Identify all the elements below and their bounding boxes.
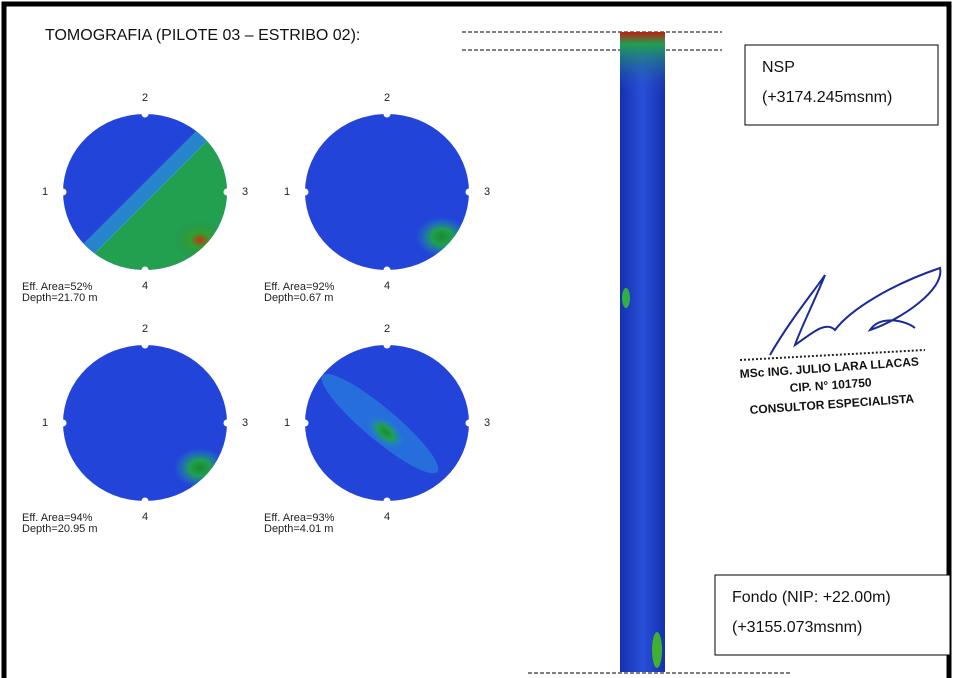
sensor-label: 4: [384, 280, 390, 292]
tomogram: 1 2 3 4 Eff. Area=94%Depth=20.95 m: [22, 323, 248, 535]
sensor-point: [59, 419, 67, 427]
sensor-label: 3: [242, 186, 248, 198]
signature-name: MSc ING. JULIO LARA LLACAS: [739, 355, 919, 381]
sensor-point: [223, 419, 231, 427]
eff-area: Eff. Area=52%: [22, 281, 93, 293]
sensor-point: [383, 110, 391, 118]
sensor-point: [301, 188, 309, 196]
sensor-point: [59, 188, 67, 196]
eff-area: Eff. Area=92%: [264, 281, 335, 293]
signature: MSc ING. JULIO LARA LLACAS CIP. N° 10175…: [739, 266, 942, 417]
sensor-point: [383, 266, 391, 274]
sensor-label: 4: [384, 511, 390, 523]
tomogram-field: [416, 217, 468, 257]
sensor-label: 2: [142, 92, 148, 104]
signature-role: CONSULTOR ESPECIALISTA: [749, 392, 915, 417]
nsp-elevation: (+3174.245msnm): [762, 89, 892, 106]
tomogram-field: [321, 373, 439, 474]
sensor-label: 1: [42, 186, 48, 198]
sensor-point: [301, 419, 309, 427]
sensor-point: [465, 419, 473, 427]
sensor-label: 2: [384, 323, 390, 335]
depth: Depth=20.95 m: [22, 523, 98, 535]
field-spot: [367, 415, 405, 450]
fondo-label: Fondo (NIP: +22.00m): [732, 589, 891, 606]
tomogram-field: [174, 448, 226, 488]
tomogram: 1 2 3 4 Eff. Area=93%Depth=4.01 m: [264, 323, 490, 535]
sensor-label: 4: [142, 280, 148, 292]
fondo-elevation: (+3155.073msnm): [732, 619, 862, 636]
tomogram-field: [63, 114, 227, 270]
sensor-point: [383, 341, 391, 349]
tomograms: 1 2 3 4 Eff. Area=52%Depth=21.70 m 1 2 3 4 Eff. A…: [22, 92, 490, 535]
signature-registration: CIP. N° 101750: [789, 375, 872, 395]
sensor-label: 3: [242, 417, 248, 429]
sensor-label: 3: [484, 186, 490, 198]
depth: Depth=0.67 m: [264, 292, 333, 304]
sensor-point: [141, 266, 149, 274]
eff-area: Eff. Area=93%: [264, 512, 335, 524]
sensor-point: [223, 188, 231, 196]
field-spot: [416, 217, 468, 257]
nsp-box: [744, 44, 939, 126]
field-spot: [174, 448, 226, 488]
tomogram: 1 2 3 4 Eff. Area=52%Depth=21.70 m: [22, 92, 248, 304]
eff-area: Eff. Area=94%: [22, 512, 93, 524]
sensor-label: 3: [484, 417, 490, 429]
nsp-label: NSP: [762, 59, 795, 76]
tomogram: 1 2 3 4 Eff. Area=92%Depth=0.67 m: [264, 92, 490, 304]
sensor-label: 2: [142, 323, 148, 335]
sensor-point: [141, 497, 149, 505]
sensor-point: [383, 497, 391, 505]
sensor-label: 1: [284, 417, 290, 429]
sensor-point: [141, 110, 149, 118]
depth: Depth=4.01 m: [264, 523, 333, 535]
field-spot: [172, 220, 227, 260]
field-zone: [63, 114, 227, 270]
title: TOMOGRAFIA (PILOTE 03 – ESTRIBO 02):: [45, 27, 360, 44]
sensor-label: 1: [284, 186, 290, 198]
sensor-point: [141, 341, 149, 349]
pile-profile: [620, 32, 665, 672]
fondo-box: [714, 574, 951, 656]
depth: Depth=21.70 m: [22, 292, 98, 304]
sensor-label: 1: [42, 417, 48, 429]
sensor-point: [465, 188, 473, 196]
sensor-label: 4: [142, 511, 148, 523]
sensor-label: 2: [384, 92, 390, 104]
